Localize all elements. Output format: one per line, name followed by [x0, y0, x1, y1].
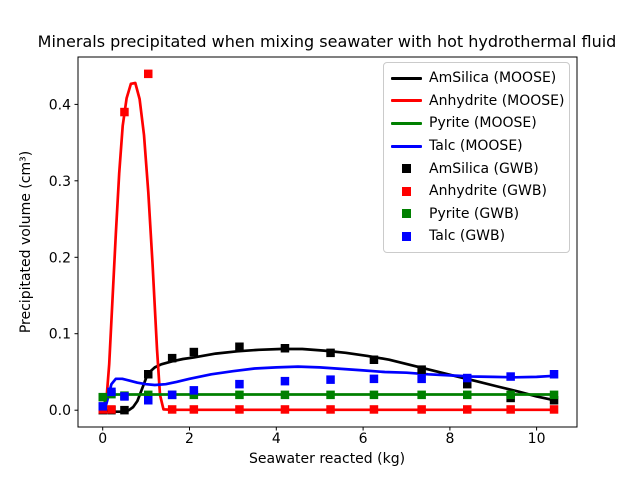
- y-tick-label: 0.3: [49, 174, 71, 190]
- y-tick-label: 0.4: [49, 97, 71, 113]
- swatch-color: [391, 121, 422, 125]
- swatch-color: [391, 76, 422, 80]
- legend-label: Pyrite (GWB): [429, 205, 520, 222]
- x-tick-label: 4: [272, 431, 281, 447]
- legend-label: Talc (GWB): [429, 228, 506, 245]
- x-tick-label: 6: [359, 431, 368, 447]
- legend-item-pyrite-moose-: Pyrite (MOOSE): [384, 112, 569, 135]
- x-axis-label: Seawater reacted (kg): [249, 451, 405, 467]
- marker-pyrite-gwb-: [463, 390, 472, 400]
- legend-item-amsilica-gwb-: AmSilica (GWB): [384, 157, 569, 180]
- series-line-anhydrite-moose-: [101, 81, 554, 412]
- marker-anhydrite-gwb-: [144, 69, 153, 79]
- y-axis-label: Precipitated volume (cm³): [18, 151, 34, 333]
- legend-item-anhydrite-moose-: Anhydrite (MOOSE): [384, 90, 569, 113]
- marker-talc-gwb-: [549, 370, 559, 379]
- marker-amsilica-gwb-: [369, 355, 379, 364]
- marker-talc-gwb-: [98, 402, 107, 411]
- marker-anhydrite-gwb-: [107, 405, 116, 414]
- marker-talc-gwb-: [189, 386, 199, 395]
- legend-square-swatch: [384, 231, 429, 241]
- marker-talc-gwb-: [167, 390, 177, 400]
- x-tick-label: 0: [98, 431, 107, 447]
- legend-line-swatch: [384, 76, 429, 80]
- legend-label: Anhydrite (GWB): [429, 183, 547, 200]
- legend-square-swatch: [384, 164, 429, 174]
- marker-pyrite-gwb-: [189, 390, 199, 400]
- legend-item-anhydrite-gwb-: Anhydrite (GWB): [384, 180, 569, 203]
- marker-pyrite-gwb-: [98, 392, 107, 402]
- marker-talc-gwb-: [506, 372, 515, 381]
- marker-pyrite-gwb-: [549, 390, 559, 400]
- marker-pyrite-gwb-: [369, 390, 379, 400]
- x-tick-label: 8: [445, 431, 454, 447]
- legend-item-talc-moose-: Talc (MOOSE): [384, 135, 569, 158]
- marker-amsilica-gwb-: [326, 348, 335, 358]
- marker-anhydrite-gwb-: [120, 107, 129, 117]
- marker-amsilica-gwb-: [235, 342, 244, 351]
- marker-anhydrite-gwb-: [463, 405, 472, 414]
- legend-line-swatch: [384, 99, 429, 103]
- legend-line-swatch: [384, 144, 429, 148]
- marker-talc-gwb-: [120, 392, 129, 401]
- swatch-color: [402, 164, 411, 174]
- marker-pyrite-gwb-: [326, 390, 335, 400]
- marker-talc-gwb-: [417, 374, 426, 384]
- marker-pyrite-gwb-: [235, 390, 244, 400]
- marker-pyrite-gwb-: [417, 390, 426, 400]
- marker-pyrite-gwb-: [280, 390, 290, 400]
- marker-anhydrite-gwb-: [326, 405, 335, 414]
- marker-talc-gwb-: [369, 374, 379, 384]
- marker-anhydrite-gwb-: [369, 405, 379, 414]
- marker-anhydrite-gwb-: [280, 405, 290, 414]
- marker-anhydrite-gwb-: [167, 405, 177, 414]
- marker-talc-gwb-: [326, 375, 335, 384]
- marker-amsilica-gwb-: [144, 370, 153, 379]
- y-tick-label: 0.0: [49, 403, 71, 419]
- marker-pyrite-gwb-: [144, 390, 153, 400]
- marker-amsilica-gwb-: [417, 365, 426, 374]
- marker-talc-gwb-: [280, 376, 290, 386]
- legend-label: Anhydrite (MOOSE): [429, 92, 565, 109]
- y-tick-label: 0.2: [49, 250, 71, 266]
- marker-talc-gwb-: [463, 373, 472, 383]
- marker-anhydrite-gwb-: [417, 405, 426, 414]
- marker-amsilica-gwb-: [167, 353, 177, 363]
- marker-amsilica-gwb-: [463, 379, 472, 389]
- chart-title: Minerals precipitated when mixing seawat…: [38, 32, 617, 51]
- marker-talc-gwb-: [235, 379, 244, 389]
- legend-line-swatch: [384, 121, 429, 125]
- legend-label: AmSilica (GWB): [429, 160, 539, 177]
- legend-square-swatch: [384, 209, 429, 219]
- swatch-color: [391, 99, 422, 103]
- swatch-color: [402, 209, 411, 219]
- legend-label: Talc (MOOSE): [429, 138, 523, 155]
- marker-pyrite-gwb-: [506, 390, 515, 400]
- legend-label: Pyrite (MOOSE): [429, 115, 537, 132]
- marker-anhydrite-gwb-: [549, 405, 559, 414]
- marker-amsilica-gwb-: [120, 405, 129, 415]
- marker-anhydrite-gwb-: [506, 405, 515, 414]
- marker-amsilica-gwb-: [189, 347, 199, 357]
- marker-anhydrite-gwb-: [235, 405, 244, 414]
- x-tick-label: 10: [528, 431, 546, 447]
- swatch-color: [402, 231, 411, 241]
- marker-amsilica-gwb-: [549, 396, 559, 405]
- legend-item-talc-gwb-: Talc (GWB): [384, 225, 569, 248]
- legend-item-amsilica-moose-: AmSilica (MOOSE): [384, 67, 569, 90]
- legend-label: AmSilica (MOOSE): [429, 70, 557, 87]
- swatch-color: [402, 186, 411, 196]
- legend-item-pyrite-gwb-: Pyrite (GWB): [384, 203, 569, 226]
- marker-amsilica-gwb-: [280, 344, 290, 353]
- x-tick-label: 2: [185, 431, 194, 447]
- legend: AmSilica (MOOSE) Anhydrite (MOOSE) Pyrite …: [383, 62, 570, 253]
- legend-square-swatch: [384, 186, 429, 196]
- series-line-talc-moose-: [101, 365, 555, 412]
- marker-anhydrite-gwb-: [189, 405, 199, 414]
- swatch-color: [391, 144, 422, 148]
- marker-talc-gwb-: [107, 387, 116, 397]
- marker-talc-gwb-: [144, 396, 153, 405]
- y-tick-label: 0.1: [49, 327, 71, 343]
